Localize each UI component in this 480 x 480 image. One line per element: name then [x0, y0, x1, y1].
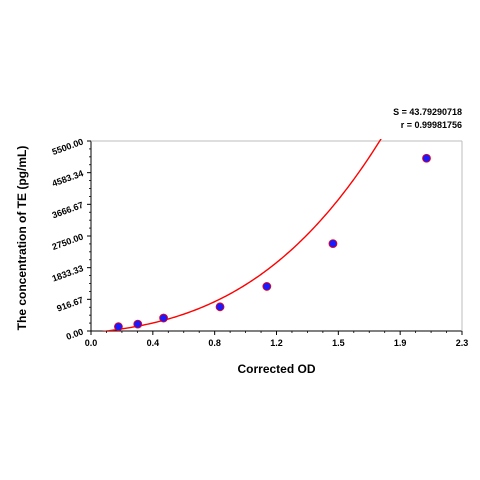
- x-tick-label: 1.5: [332, 338, 345, 348]
- x-axis-title: Corrected OD: [237, 362, 315, 376]
- data-point: [159, 313, 168, 323]
- y-ticks: 0.00 916.67 1833.33 2750.00 3666.67 4583.34 55…: [51, 136, 91, 342]
- data-point: [422, 153, 431, 163]
- fit-curve: [100, 139, 382, 331]
- x-tick-label: 1.2: [270, 338, 283, 348]
- x-tick-label: 1.9: [394, 338, 407, 348]
- data-point: [215, 302, 225, 312]
- data-point: [262, 282, 272, 291]
- axes: [90, 140, 463, 332]
- stat-r-label: r = 0.99981756: [401, 120, 462, 130]
- x-tick-label: 0.0: [85, 338, 98, 348]
- y-tick-label: 4583.34: [51, 168, 85, 189]
- x-ticks: 0.0 0.4 0.8 1.2 1.5 1.9 2.3: [85, 331, 469, 348]
- y-tick-label: 5500.00: [51, 136, 85, 157]
- y-tick-label: 916.67: [55, 295, 84, 314]
- data-point: [133, 319, 143, 329]
- y-tick-label: 0.00: [65, 326, 85, 341]
- x-tick-label: 2.3: [456, 338, 469, 348]
- data-points: [114, 153, 431, 332]
- stat-s-label: S = 43.79290718: [393, 107, 462, 117]
- data-point: [114, 322, 123, 332]
- y-tick-label: 2750.00: [51, 231, 85, 252]
- y-axis-title: The concentration of TE (pg/mL): [15, 146, 29, 331]
- x-tick-label: 0.4: [147, 338, 160, 348]
- y-tick-label: 3666.67: [51, 200, 85, 221]
- data-point: [328, 239, 338, 249]
- y-tick-label: 1833.33: [51, 263, 85, 284]
- x-tick-label: 0.8: [208, 338, 221, 348]
- fit-curve-layer: [100, 139, 382, 331]
